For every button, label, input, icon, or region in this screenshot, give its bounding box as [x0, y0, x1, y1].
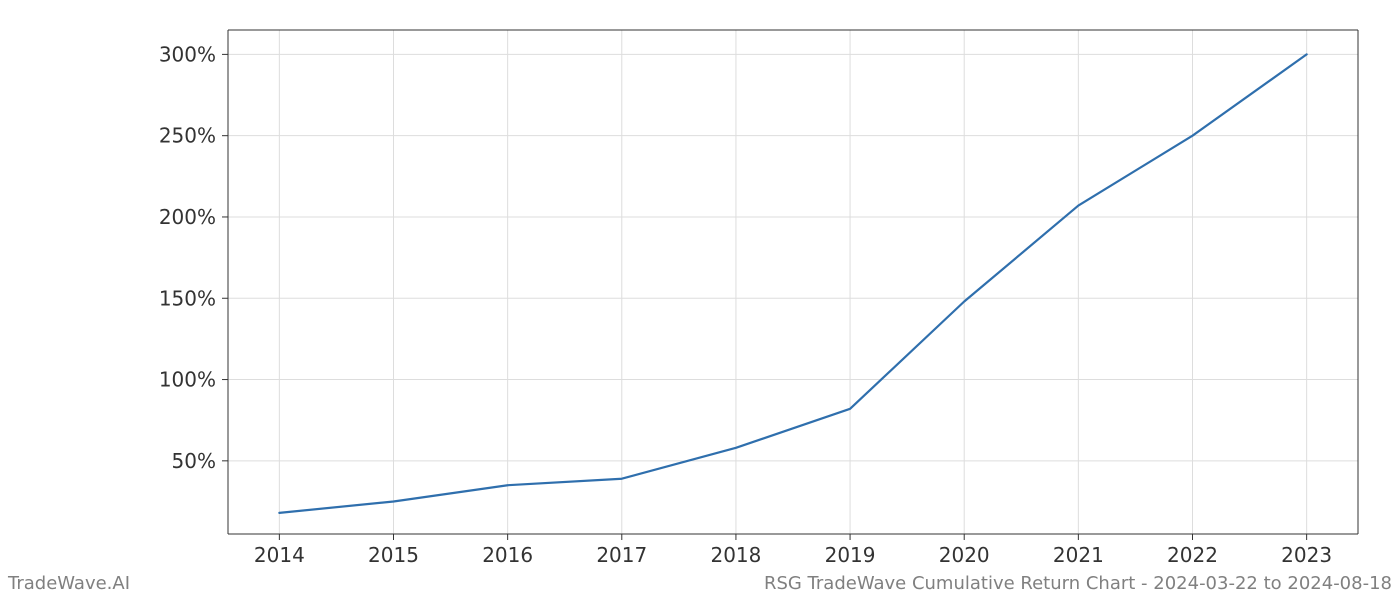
footer-caption: RSG TradeWave Cumulative Return Chart - … — [764, 573, 1392, 594]
x-tick-label: 2017 — [596, 543, 647, 567]
y-tick-label: 150% — [159, 286, 216, 310]
y-tick-label: 300% — [159, 42, 216, 66]
y-tick-label: 100% — [159, 368, 216, 392]
footer-brand: TradeWave.AI — [8, 573, 130, 594]
chart-container: 2014 2015 2016 2017 2018 2019 2020 2021 2022 2023… — [0, 0, 1400, 600]
y-tick-label: 50% — [172, 449, 216, 473]
x-tick-label: 2019 — [825, 543, 876, 567]
x-tick-label: 2023 — [1281, 543, 1332, 567]
line-chart: 2014 2015 2016 2017 2018 2019 2020 2021 2022 2023… — [0, 0, 1400, 600]
x-tick-label: 2020 — [939, 543, 990, 567]
x-tick-label: 2016 — [482, 543, 533, 567]
y-tick-label: 250% — [159, 124, 216, 148]
x-tick-label: 2018 — [710, 543, 761, 567]
x-tick-label: 2021 — [1053, 543, 1104, 567]
y-tick-label: 200% — [159, 205, 216, 229]
x-tick-label: 2015 — [368, 543, 419, 567]
x-tick-label: 2022 — [1167, 543, 1218, 567]
x-tick-label: 2014 — [254, 543, 305, 567]
